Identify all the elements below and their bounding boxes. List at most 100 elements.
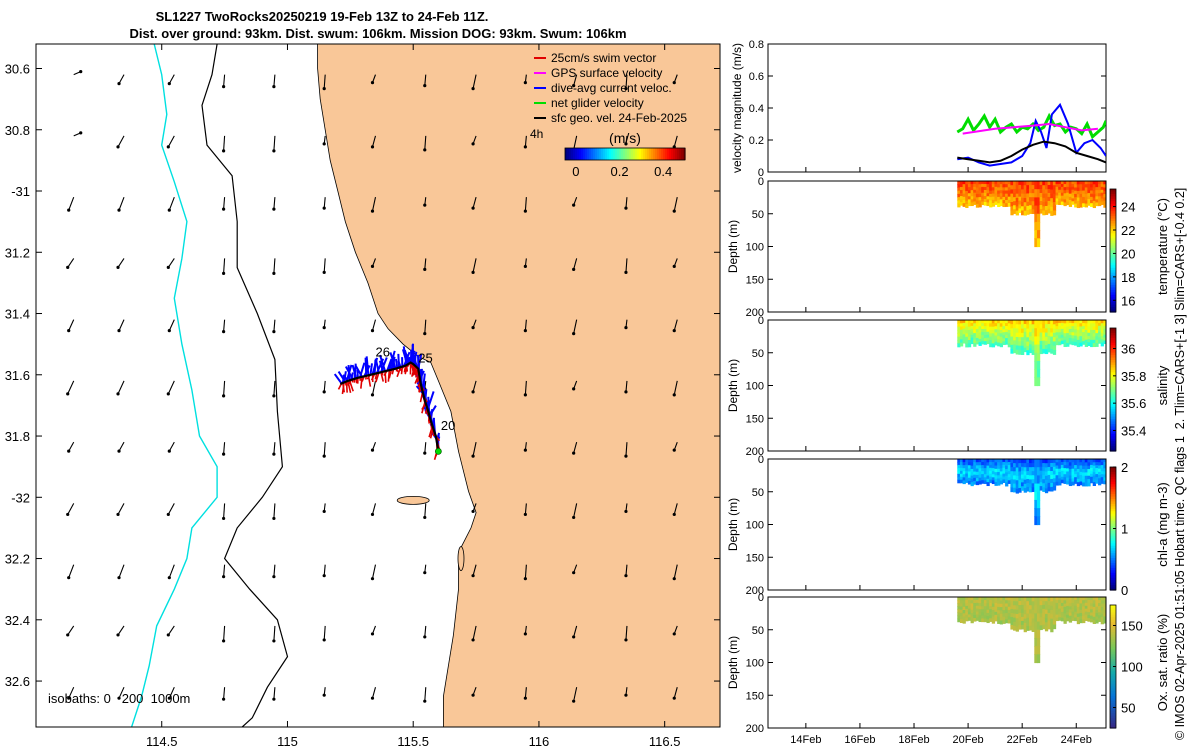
section-cell bbox=[1023, 609, 1027, 615]
section-cell bbox=[1005, 203, 1009, 207]
section-cell bbox=[994, 198, 998, 203]
section-cell bbox=[1082, 462, 1086, 467]
section-cell bbox=[999, 600, 1004, 605]
arrow-head bbox=[67, 329, 71, 333]
section-cell bbox=[983, 600, 988, 604]
y-tick-label: 0 bbox=[758, 454, 764, 466]
section-cell bbox=[1092, 459, 1096, 463]
section-cell bbox=[1095, 480, 1099, 484]
section-cell bbox=[983, 471, 988, 475]
colorbar-segment bbox=[1110, 484, 1116, 488]
section-cell bbox=[1058, 335, 1062, 340]
colorbar-segment bbox=[1110, 686, 1116, 690]
section-cell bbox=[1071, 189, 1075, 194]
colorbar-segment bbox=[1110, 299, 1116, 303]
section-cell bbox=[1034, 646, 1038, 655]
section-cell bbox=[1023, 331, 1027, 337]
section-cell bbox=[1026, 350, 1030, 356]
section-cell bbox=[1050, 348, 1054, 354]
section-cell bbox=[1047, 347, 1051, 353]
section-cell bbox=[1066, 608, 1070, 613]
section-cell bbox=[989, 597, 993, 601]
section-cell bbox=[1071, 326, 1075, 330]
section-cell bbox=[1063, 202, 1067, 207]
section-cell bbox=[1031, 483, 1035, 488]
arrow-head bbox=[523, 696, 527, 700]
section-cell bbox=[1055, 608, 1059, 613]
section-cell bbox=[1071, 617, 1075, 621]
geo-velocity-arrow bbox=[167, 319, 175, 333]
section-cell bbox=[973, 186, 977, 191]
section-cell bbox=[1010, 463, 1014, 468]
section-cell bbox=[1002, 616, 1006, 621]
y-tick-label: 0 bbox=[758, 167, 764, 179]
colorbar-segment bbox=[1110, 277, 1116, 281]
section-cell bbox=[1058, 611, 1062, 615]
arrow-head bbox=[116, 512, 120, 517]
section-cell bbox=[1098, 609, 1102, 613]
section-cell bbox=[1002, 606, 1006, 611]
section-cell bbox=[1052, 332, 1057, 338]
section-cell bbox=[1002, 200, 1006, 204]
section-cell bbox=[1002, 193, 1006, 198]
colorbar-segment bbox=[1110, 696, 1116, 700]
colorbar-segment bbox=[1110, 614, 1116, 618]
section-cell bbox=[1076, 475, 1081, 480]
dive-avg-current-vector bbox=[343, 371, 347, 383]
section-cell bbox=[1084, 469, 1089, 474]
section-cell bbox=[981, 181, 985, 185]
section-cell bbox=[983, 597, 988, 601]
velocity-frame bbox=[767, 43, 1107, 173]
section-cell bbox=[1103, 320, 1106, 324]
section-cell bbox=[1042, 597, 1046, 602]
section-cell bbox=[1090, 181, 1094, 185]
colorbar-segment bbox=[1110, 605, 1116, 609]
section-cell bbox=[965, 340, 969, 345]
colorbar-tick-label: 0 bbox=[1121, 583, 1128, 598]
y-tick-label: 150 bbox=[746, 690, 764, 702]
section-cell bbox=[965, 320, 969, 324]
section-cell bbox=[1060, 602, 1065, 607]
section-cell bbox=[1050, 618, 1054, 624]
section-cell bbox=[975, 187, 980, 192]
section-cell bbox=[983, 465, 988, 469]
section-cell bbox=[997, 200, 1001, 204]
section-cell bbox=[957, 336, 961, 341]
arrow-shaft bbox=[673, 197, 678, 212]
swim-vector bbox=[367, 375, 372, 387]
colorbar-segment bbox=[1110, 481, 1116, 485]
arrow-head bbox=[272, 639, 276, 643]
section-cell bbox=[1023, 483, 1027, 489]
geo-velocity-arrow bbox=[624, 442, 628, 458]
arrow-head bbox=[423, 515, 427, 520]
section-cell bbox=[957, 323, 961, 328]
section-cell bbox=[986, 337, 990, 342]
section-cell bbox=[1058, 465, 1062, 470]
section-cell bbox=[975, 320, 980, 324]
arrow-shaft bbox=[524, 319, 527, 331]
arrow-shaft bbox=[67, 625, 75, 636]
y-tick-label: 30.8 bbox=[5, 123, 30, 138]
arrow-shaft bbox=[625, 380, 628, 392]
section-cell bbox=[1092, 181, 1096, 185]
section-cell bbox=[1047, 600, 1051, 606]
arrow-shaft bbox=[573, 135, 578, 150]
section-cell bbox=[1100, 617, 1104, 621]
section-cell bbox=[1090, 193, 1094, 198]
section-cell bbox=[1002, 190, 1006, 195]
section-cell bbox=[1100, 336, 1104, 340]
section-cell bbox=[986, 619, 990, 624]
section-cell bbox=[1063, 610, 1067, 614]
arrow-head bbox=[572, 332, 576, 336]
section-cell bbox=[1095, 199, 1099, 204]
section-cell bbox=[1063, 333, 1067, 338]
section-cell bbox=[1039, 597, 1043, 602]
colorbar-segment bbox=[673, 148, 676, 160]
section-cell bbox=[1036, 475, 1041, 485]
section-cell bbox=[959, 616, 964, 620]
colorbar-segment bbox=[1110, 501, 1116, 505]
section-cell bbox=[1039, 205, 1043, 210]
section-cell bbox=[1015, 341, 1019, 347]
section-cell bbox=[1010, 320, 1014, 325]
colorbar-segment bbox=[1110, 521, 1116, 525]
